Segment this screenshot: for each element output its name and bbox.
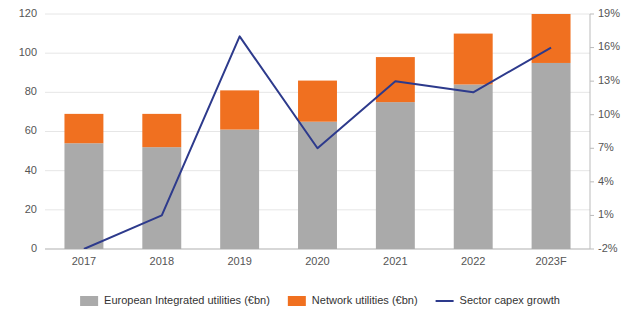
y2-tick-label: 16% [598, 40, 620, 52]
legend-label: Network utilities (€bn) [312, 294, 418, 306]
x-tick-label: 2020 [305, 255, 329, 267]
background [0, 0, 640, 315]
y2-tick [590, 249, 594, 250]
y2-tick-label: 1% [598, 208, 614, 220]
bar [220, 90, 259, 129]
grid-line [45, 14, 590, 15]
y2-tick [590, 114, 594, 115]
bar [142, 114, 181, 147]
plot-area [64, 14, 570, 249]
y2-axis-line [590, 14, 591, 249]
y2-tick [590, 181, 594, 182]
y-tick-label: 60 [25, 124, 37, 136]
bar [220, 130, 259, 249]
x-tick-label: 2023F [535, 255, 566, 267]
legend-label: European Integrated utilities (€bn) [104, 294, 270, 306]
y-tick-label: 120 [19, 7, 37, 19]
x-tick-label: 2022 [461, 255, 485, 267]
legend: European Integrated utilities (€bn) Netwo… [80, 294, 560, 306]
bar [298, 122, 337, 249]
x-tick-label: 2021 [383, 255, 407, 267]
x-tick-label: 2019 [227, 255, 251, 267]
y2-tick-label: 4% [598, 175, 614, 187]
bar [64, 114, 103, 143]
y2-tick [590, 81, 594, 82]
y2-tick [590, 14, 594, 15]
grid-line [45, 53, 590, 54]
bar [142, 147, 181, 249]
y-tick-label: 0 [31, 242, 37, 254]
legend-item: Network utilities (€bn) [288, 294, 418, 306]
bar [532, 63, 571, 249]
legend-item: European Integrated utilities (€bn) [80, 294, 270, 306]
x-tick-label: 2017 [72, 255, 96, 267]
y2-tick-label: 10% [598, 108, 620, 120]
y-tick-label: 40 [25, 164, 37, 176]
legend-label: Sector capex growth [460, 294, 560, 306]
x-tick-label: 2018 [150, 255, 174, 267]
bar [376, 57, 415, 102]
bar [454, 85, 493, 250]
bar [376, 102, 415, 249]
bar [298, 81, 337, 122]
y2-tick [590, 47, 594, 48]
y-tick-label: 80 [25, 85, 37, 97]
legend-item: Sector capex growth [436, 294, 560, 306]
y2-tick-label: -2% [598, 242, 618, 254]
y2-tick [590, 148, 594, 149]
y2-tick-label: 13% [598, 74, 620, 86]
legend-swatch [80, 296, 98, 306]
y2-tick [590, 215, 594, 216]
y2-tick-label: 7% [598, 141, 614, 153]
bar [454, 34, 493, 85]
grid [45, 14, 590, 249]
y-tick-label: 20 [25, 203, 37, 215]
legend-swatch [436, 300, 454, 302]
y2-tick-label: 19% [598, 7, 620, 19]
legend-swatch [288, 296, 306, 306]
y-tick-label: 100 [19, 46, 37, 58]
line [84, 36, 551, 249]
chart: 0 20 40 60 80 100 120 -2% 1% 4% 7% 10% 13% 16% 19% 2017… [0, 0, 640, 315]
bar [64, 143, 103, 249]
